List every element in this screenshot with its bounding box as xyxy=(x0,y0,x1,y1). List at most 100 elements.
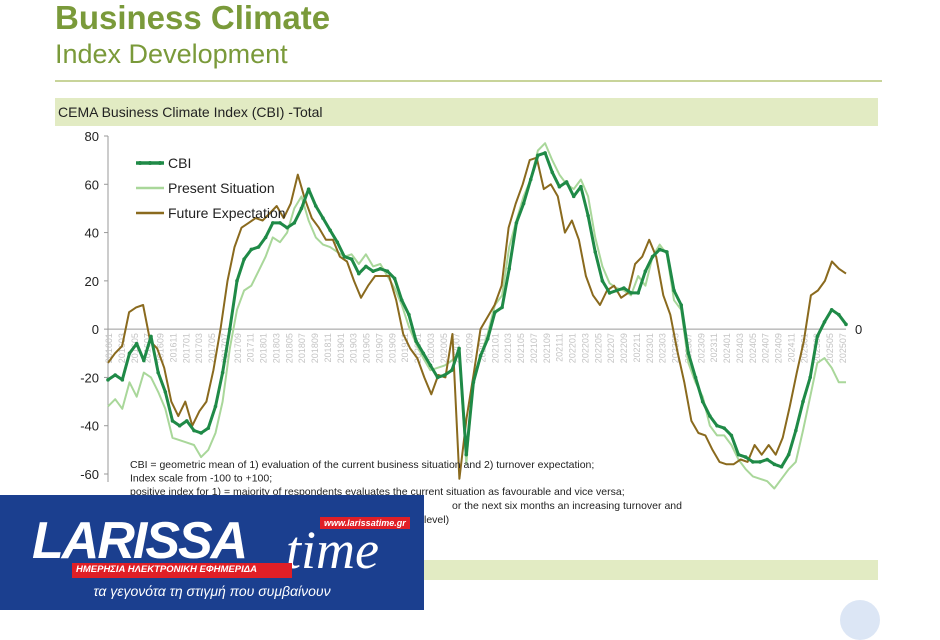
x-tick-label: 202205 xyxy=(593,333,603,363)
cbi-point xyxy=(622,286,626,290)
cbi-point xyxy=(808,375,812,380)
logo-name-larissa: LARISSA xyxy=(32,512,248,570)
cbi-point xyxy=(607,291,612,295)
zero-right-label: 0 xyxy=(855,322,862,337)
cbi-point xyxy=(392,276,397,281)
cbi-point xyxy=(106,378,110,382)
cbi-point xyxy=(600,279,605,283)
cbi-point xyxy=(278,221,282,225)
cbi-point xyxy=(113,373,117,377)
footnote-line: level) xyxy=(424,514,449,526)
cbi-point xyxy=(765,457,769,462)
cbi-point xyxy=(342,254,347,259)
cbi-point xyxy=(729,433,734,438)
x-tick-label: 202207 xyxy=(606,333,616,363)
x-tick-label: 201801 xyxy=(259,333,269,363)
decorative-circle xyxy=(840,600,880,640)
x-tick-label: 201901 xyxy=(336,333,346,363)
x-tick-label: 202309 xyxy=(696,333,706,363)
cbi-point xyxy=(220,370,225,375)
x-tick-label: 202209 xyxy=(619,333,629,363)
logo-wordmark: LARISSA time www.larissatime.gr ΗΜΕΡΗΣΙΑ… xyxy=(28,512,410,580)
cbi-point xyxy=(829,308,834,312)
cbi-point xyxy=(794,428,798,433)
x-tick-label: 202505 xyxy=(825,333,835,363)
cbi-point xyxy=(672,288,676,293)
cbi-point xyxy=(192,428,196,433)
x-tick-label: 202203 xyxy=(580,333,590,363)
y-tick-label: 20 xyxy=(85,274,99,289)
x-tick-label: 201711 xyxy=(246,333,256,362)
cbi-point xyxy=(514,221,519,225)
cbi-point xyxy=(708,414,712,418)
cbi-point xyxy=(249,247,254,252)
cbi-point xyxy=(557,184,562,189)
cbi-point xyxy=(313,204,318,208)
x-tick-label: 201709 xyxy=(233,333,243,363)
cbi-point xyxy=(500,305,504,310)
cbi-point xyxy=(435,375,440,380)
x-tick-label: 201909 xyxy=(387,333,397,363)
legend-marker xyxy=(148,161,152,165)
cbi-point xyxy=(335,240,340,245)
cbi-point xyxy=(536,153,540,158)
cbi-point xyxy=(636,291,641,295)
x-tick-label: 201809 xyxy=(310,333,320,363)
x-tick-label: 202407 xyxy=(761,333,771,363)
x-tick-label: 202303 xyxy=(658,333,668,363)
cbi-point xyxy=(779,464,784,469)
larissatime-logo[interactable]: LARISSA time www.larissatime.gr ΗΜΕΡΗΣΙΑ… xyxy=(0,495,424,610)
legend-label: Future Expectation xyxy=(168,205,286,221)
cbi-point xyxy=(421,351,426,356)
cbi-point xyxy=(120,378,125,382)
cbi-point xyxy=(550,170,555,175)
x-tick-label: 201611 xyxy=(168,333,178,362)
cbi-point xyxy=(199,431,203,435)
logo-url: www.larissatime.gr xyxy=(320,517,410,529)
x-tick-label: 201805 xyxy=(284,333,294,363)
cbi-point xyxy=(163,390,168,394)
x-tick-label: 202101 xyxy=(490,333,500,363)
cbi-point xyxy=(521,201,526,206)
cbi-point xyxy=(657,247,662,252)
cbi-point xyxy=(235,279,239,283)
x-tick-label: 202201 xyxy=(568,333,578,363)
x-tick-label: 201601 xyxy=(104,333,114,363)
cbi-point xyxy=(378,266,383,271)
x-tick-label: 202503 xyxy=(812,333,822,363)
cbi-point xyxy=(263,235,268,240)
cbi-point xyxy=(156,370,160,375)
cbi-point xyxy=(428,363,433,368)
cbi-point xyxy=(743,455,748,459)
x-tick-label: 201609 xyxy=(156,333,166,363)
cbi-point xyxy=(228,327,232,331)
cbi-point xyxy=(593,250,598,254)
cbi-point xyxy=(292,221,297,225)
x-tick-label: 201707 xyxy=(220,333,230,363)
cbi-point xyxy=(356,271,361,276)
cbi-point xyxy=(285,225,289,230)
cbi-point xyxy=(679,303,684,307)
cbi-point xyxy=(786,452,791,457)
page-subtitle: Index Development xyxy=(55,39,288,69)
y-tick-label: 0 xyxy=(92,322,99,337)
y-tick-label: 60 xyxy=(85,177,99,192)
legend-label: Present Situation xyxy=(168,180,275,196)
chart-title-band: CEMA Business Climate Index (CBI) -Total xyxy=(55,98,878,126)
cbi-point xyxy=(564,180,569,184)
x-tick-label: 202311 xyxy=(709,333,719,362)
chart-title: CEMA Business Climate Index (CBI) -Total xyxy=(58,104,323,120)
logo-tagline-strip: ΗΜΕΡΗΣΙΑ ΗΛΕΚΤΡΟΝΙΚΗ ΕΦΗΜΕΡΙΔΑ xyxy=(72,563,292,578)
cbi-point xyxy=(650,254,655,259)
cbi-point xyxy=(328,228,332,232)
cbi-point xyxy=(715,423,719,428)
x-tick-label: 202103 xyxy=(503,333,513,363)
cbi-point xyxy=(693,375,698,380)
footnote-line: or the next six months an increasing tur… xyxy=(452,500,682,512)
x-tick-label: 202109 xyxy=(542,333,552,363)
series-line-future-expectation xyxy=(107,156,847,480)
cbi-point xyxy=(478,353,483,358)
x-tick-label: 202501 xyxy=(799,333,809,363)
cbi-point xyxy=(643,269,648,274)
cbi-point xyxy=(493,310,497,315)
